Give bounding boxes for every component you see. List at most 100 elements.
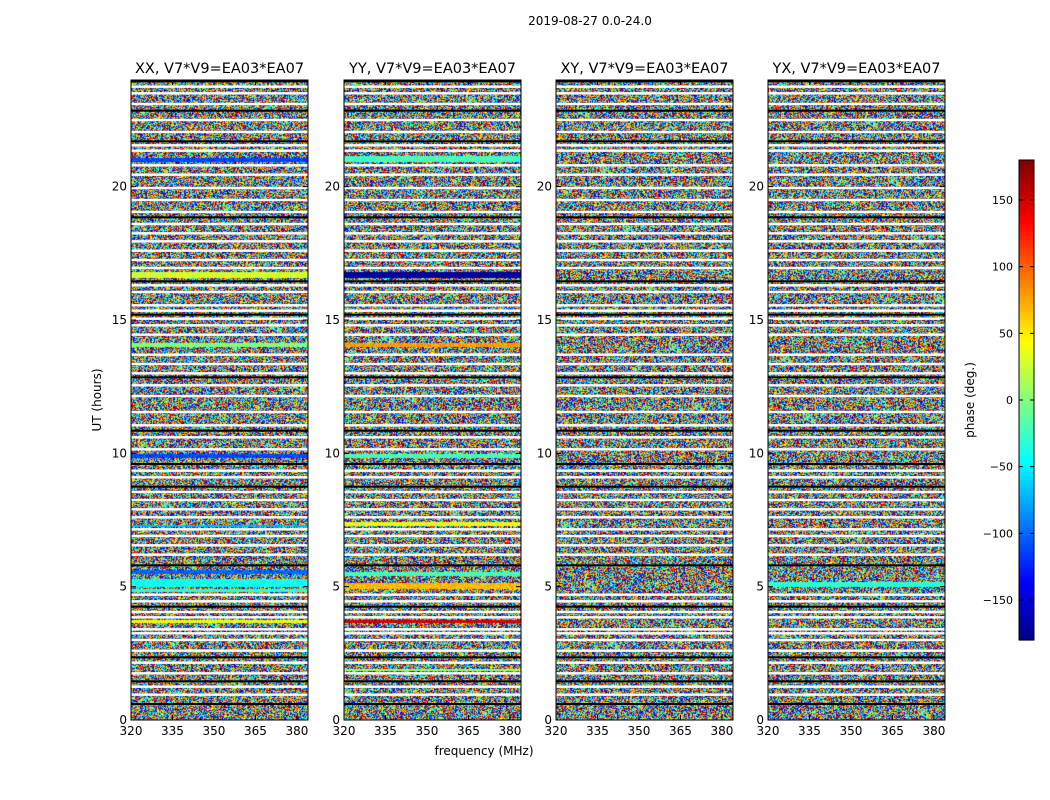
heatmap-image: [344, 80, 521, 720]
flagged-row: [344, 628, 521, 631]
flagged-row: [131, 436, 308, 439]
colorbar-segment: [1019, 452, 1034, 457]
colorbar-segment: [1019, 312, 1034, 317]
heatmap-panel-1: XX, V7*V9=EA03*EA07 320 335 350 365 380 0 5 10 15…: [112, 61, 309, 738]
flagged-row: [344, 353, 521, 356]
x-tick-label: 320: [545, 724, 568, 738]
flagged-row: [768, 544, 945, 547]
flagged-row: [768, 164, 945, 167]
heatmap-image: [768, 80, 945, 720]
colorbar-segment: [1019, 612, 1034, 617]
y-tick-label: 20: [325, 180, 340, 194]
flagged-row: [344, 222, 521, 226]
dark-row: [768, 109, 945, 112]
flagged-row: [131, 258, 308, 262]
flagged-row: [344, 85, 521, 88]
colorbar-segment: [1019, 560, 1034, 565]
flagged-row: [131, 516, 308, 519]
dark-row: [344, 313, 521, 316]
colorbar-segment: [1019, 632, 1034, 637]
flagged-row: [131, 544, 308, 547]
flagged-row: [344, 616, 521, 619]
flagged-row: [344, 118, 521, 122]
flagged-row: [768, 240, 945, 243]
flagged-row: [344, 553, 521, 556]
colorbar-segment: [1019, 376, 1034, 381]
dark-row: [131, 605, 308, 608]
dark-row: [131, 313, 308, 316]
colorbar-segment: [1019, 476, 1034, 481]
x-tick-label: 350: [628, 724, 651, 738]
flagged-row: [131, 469, 308, 472]
flagged-row: [768, 362, 945, 366]
flagged-row: [768, 632, 945, 635]
flagged-row: [344, 173, 521, 176]
flagged-row: [344, 372, 521, 375]
flagged-row: [556, 144, 733, 147]
flagged-row: [556, 424, 733, 427]
flagged-row: [131, 649, 308, 652]
dark-row: [768, 313, 945, 316]
dark-row: [344, 485, 521, 488]
colorbar-segment: [1019, 492, 1034, 497]
flagged-row: [131, 240, 308, 243]
x-tick-label: 335: [586, 724, 609, 738]
flagged-row: [131, 333, 308, 336]
flagged-row: [556, 516, 733, 519]
flagged-row: [768, 284, 945, 287]
x-tick-label: 320: [757, 724, 780, 738]
flagged-row: [556, 232, 733, 235]
colorbar-segment: [1019, 512, 1034, 517]
colorbar-segment: [1019, 240, 1034, 245]
flagged-row: [131, 198, 308, 202]
dark-row: [344, 680, 521, 683]
flagged-row: [768, 102, 945, 106]
flagged-row: [131, 661, 308, 664]
flagged-row: [556, 469, 733, 472]
colorbar-segment: [1019, 500, 1034, 505]
flagged-row: [344, 394, 521, 398]
flagged-row: [344, 469, 521, 472]
flagged-row: [131, 362, 308, 366]
flagged-row: [768, 649, 945, 652]
heatmap-image: [556, 80, 733, 720]
flagged-row: [131, 448, 308, 451]
flagged-row: [768, 693, 945, 696]
flagged-row: [556, 210, 733, 214]
y-tick-label: 15: [325, 313, 340, 327]
flagged-row: [344, 258, 521, 262]
colorbar-segment: [1019, 456, 1034, 461]
flagged-row: [131, 528, 308, 531]
colorbar-segment: [1019, 408, 1034, 413]
flagged-row: [556, 362, 733, 366]
flagged-row: [344, 490, 521, 494]
flagged-row: [768, 508, 945, 511]
colorbar-segment: [1019, 392, 1034, 397]
dark-row: [344, 656, 521, 659]
flagged-row: [556, 600, 733, 603]
colorbar-label: phase (deg.): [963, 362, 977, 438]
flagged-row: [344, 649, 521, 652]
flagged-row: [344, 672, 521, 675]
dark-row: [556, 703, 733, 705]
flagged-row: [344, 309, 521, 312]
flagged-row: [768, 410, 945, 414]
colorbar-segment: [1019, 180, 1034, 185]
flagged-row: [556, 534, 733, 538]
flagged-row: [768, 638, 945, 642]
colorbar-segment: [1019, 172, 1034, 177]
flagged-row: [556, 249, 733, 252]
colorbar-segment: [1019, 628, 1034, 633]
flagged-row: [556, 284, 733, 287]
colorbar-segment: [1019, 520, 1034, 525]
dark-row: [131, 376, 308, 379]
flagged-row: [768, 317, 945, 320]
flagged-row: [131, 410, 308, 414]
dark-row: [556, 605, 733, 608]
flagged-row: [768, 333, 945, 336]
dark-row: [556, 429, 733, 432]
x-tick-label: 320: [333, 724, 356, 738]
colorbar-tick-label: −50: [990, 461, 1013, 474]
flagged-row: [556, 384, 733, 387]
dark-row: [768, 605, 945, 608]
